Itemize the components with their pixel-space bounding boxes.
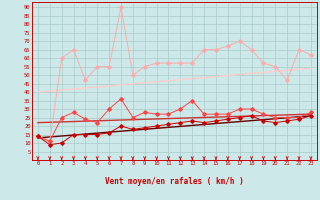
X-axis label: Vent moyen/en rafales ( km/h ): Vent moyen/en rafales ( km/h ) — [105, 178, 244, 186]
